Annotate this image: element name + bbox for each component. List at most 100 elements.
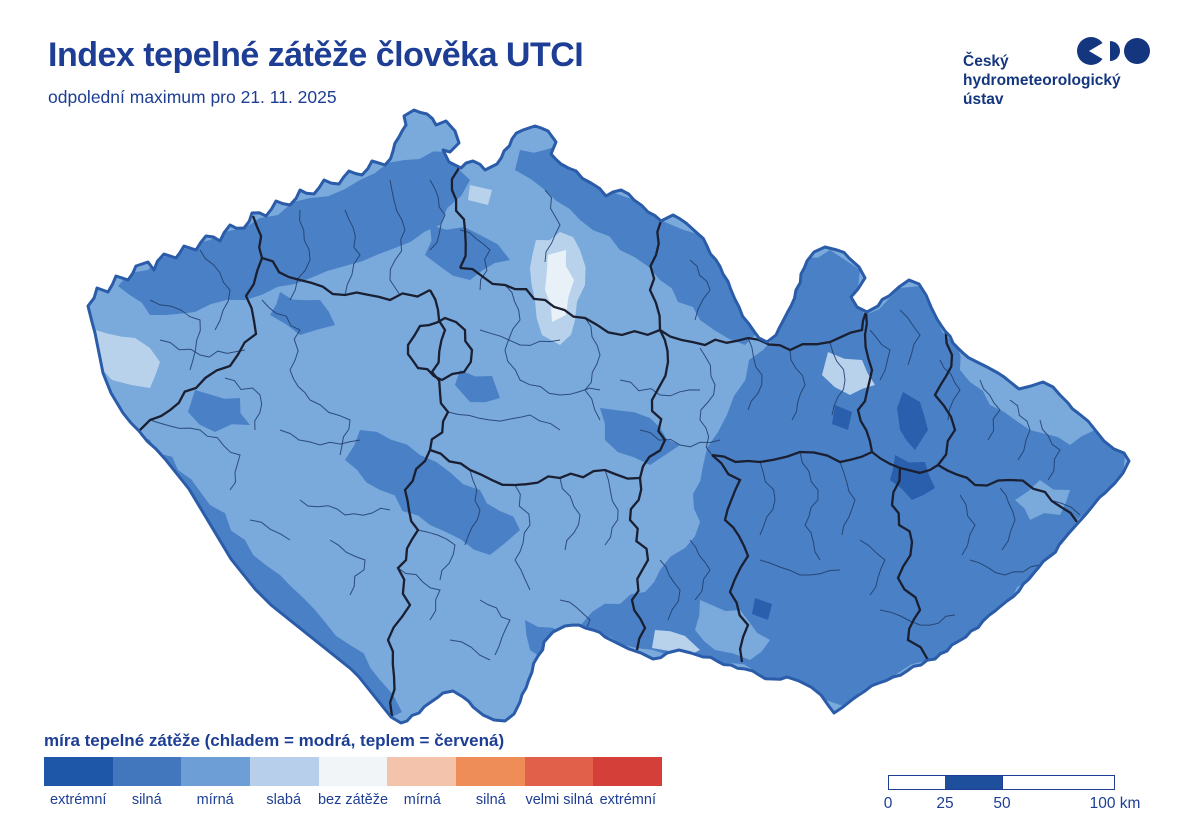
legend-swatch [181,757,251,786]
kraj-line [711,450,873,464]
legend-swatch [250,757,319,786]
map-patch [822,352,875,395]
map-patch [545,250,574,322]
country-border [86,108,1131,725]
district-line [1049,499,1081,516]
district-line [659,559,681,621]
map-patch [1015,480,1070,520]
legend-label: velmi silná [525,792,594,808]
scale-label: 100 km [1089,795,1141,812]
map-patch [695,600,770,660]
district-line [604,469,619,546]
map-patch [425,225,510,280]
scale-tick [1001,776,1003,789]
legend-swatch [112,757,182,786]
legend-swatch [456,757,525,786]
kraj-line [711,454,750,663]
kraj-line [871,451,939,475]
logo-line: Český [963,53,1009,70]
scale-label: 50 [993,795,1011,812]
district-line [759,559,841,576]
map-patch [580,250,1125,706]
district-line [449,639,491,661]
district-line [249,519,291,541]
district-line [479,329,561,346]
district-line [299,499,391,516]
legend-swatch [524,757,594,786]
logo-line: ústav [963,91,1004,108]
kraj-line [933,318,957,466]
kraj-line [428,289,450,451]
district-line [689,259,711,321]
district-line [899,309,921,366]
map-patch [897,392,928,450]
scale-bar-filled-segment [945,776,1002,789]
district-line [559,477,581,551]
district-line [389,179,406,296]
district-line [261,299,311,401]
map-patch [118,151,470,315]
page-subtitle: odpolední maximum pro 21. 11. 2025 [48,87,337,107]
legend-label: slabá [266,792,302,808]
region-borders [138,147,1078,717]
header: Index tepelné zátěže člověka UTCI odpole… [48,36,584,108]
district-line [397,567,441,621]
district-line [447,411,561,431]
district-line [689,539,711,601]
district-line [584,317,601,421]
kraj-line [628,477,650,651]
scale-label: 25 [936,795,954,812]
district-line [999,487,1016,551]
district-line [839,461,856,536]
legend-title: míra tepelné zátěže (chladem = modrá, te… [44,731,505,750]
legend-labels: extrémní silná mírná slabá bez zátěže mírná si… [44,792,662,808]
legend-label: bez zátěže [317,792,389,808]
chmi-logo-icon [1077,37,1150,65]
logo-line: hydrometeorologický [963,72,1121,89]
district-line [799,451,821,561]
district-line [939,359,961,421]
district-line [879,609,956,626]
map-patch [270,292,335,335]
kraj-line [638,329,670,479]
legend-label: mírná [196,792,234,808]
district-line [544,189,561,263]
district-line [699,347,716,456]
district-line [519,379,601,396]
district-line [429,179,446,251]
legend-swatch [318,757,388,786]
kraj-line [386,449,432,717]
district-line [759,461,776,536]
district-line [504,284,521,381]
map-patch [832,405,852,430]
kraj-line [659,311,868,352]
district-line [829,341,846,416]
district-line [639,429,721,448]
district-line [514,484,531,591]
legend-label: silná [131,792,162,808]
district-line [859,539,886,596]
map-scale-bar [888,775,1115,790]
district-line [279,429,361,446]
legend-label: extrémní [50,792,107,808]
legend-swatch [387,757,457,786]
scale-label: 0 [883,795,893,812]
legend-swatch [44,757,113,786]
legend-label: extrémní [599,792,656,808]
legend-label: mírná [403,792,441,808]
district-line [344,209,361,296]
kraj-line [648,220,663,331]
map-patch [188,390,250,432]
map-patch [92,330,160,388]
district-line [149,419,241,491]
district-line [159,339,246,358]
map-patch [515,145,760,345]
district-line [959,494,976,556]
kraj-line [429,448,641,487]
district-line [979,379,1001,441]
district-line [309,399,351,456]
district-line [199,249,231,331]
district-line [747,337,763,411]
kraj-line [937,464,1078,523]
